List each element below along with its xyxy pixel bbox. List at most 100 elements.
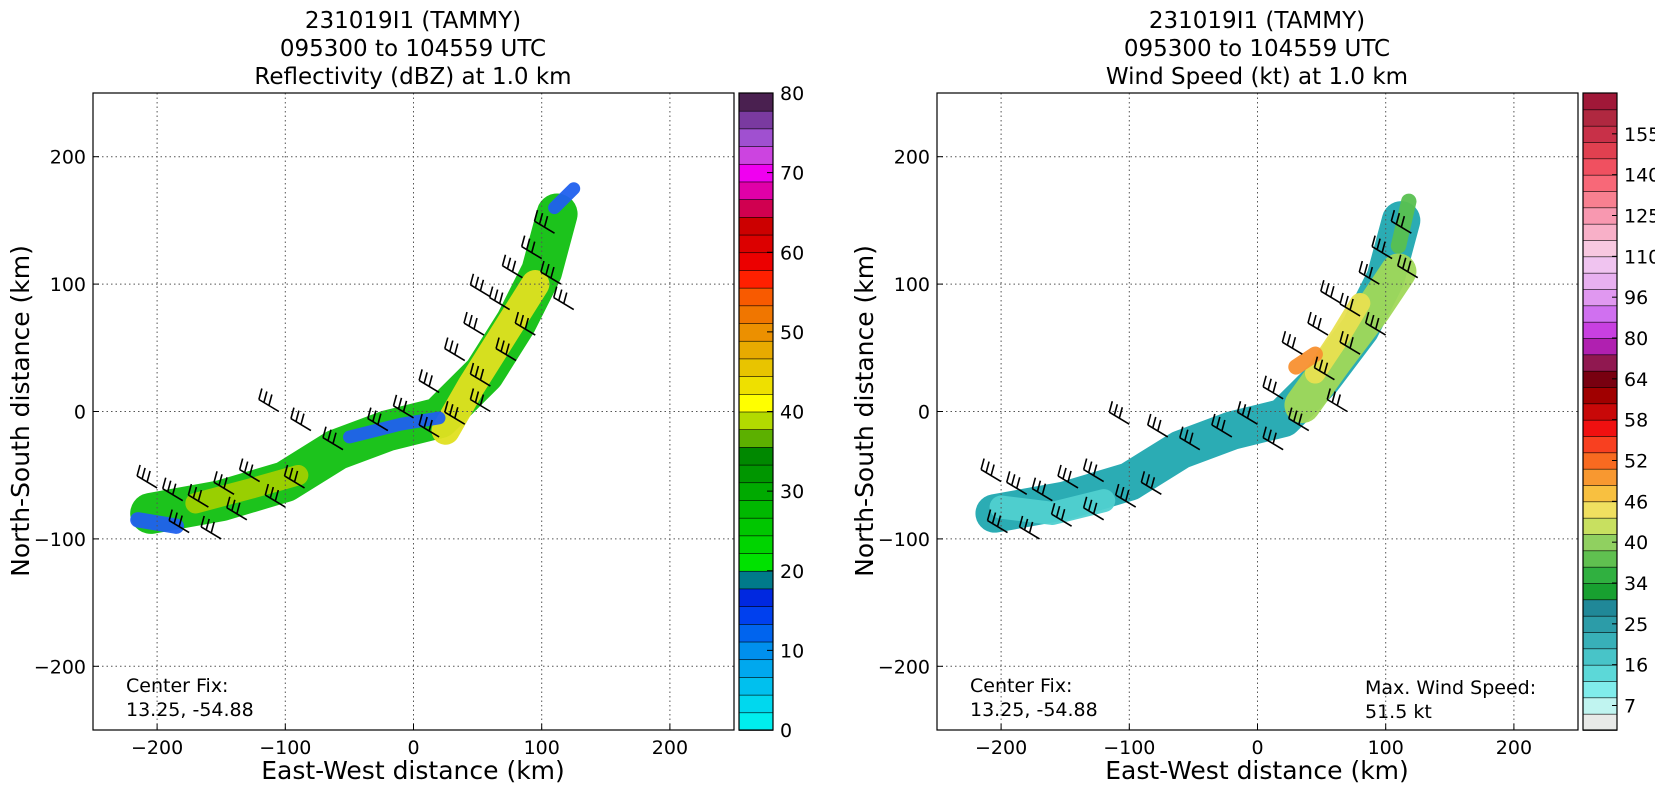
wind-barb	[168, 509, 190, 534]
panel1-title-line3: Reflectivity (dBZ) at 1.0 km	[254, 64, 571, 90]
colorbar-swatch	[1582, 109, 1618, 127]
wind-barb	[1236, 401, 1258, 425]
colorbar-swatch	[738, 216, 774, 236]
colorbar-swatch	[1582, 190, 1618, 209]
colorbar-swatch	[738, 358, 774, 377]
wind-barb	[1288, 407, 1310, 432]
colorbar-swatch	[1582, 615, 1618, 633]
wind-barb	[161, 477, 184, 502]
colorbar-swatch	[1582, 501, 1618, 519]
colorbar-tick-label: 70	[780, 163, 804, 185]
colorbar-tick-label: 155	[1624, 124, 1655, 146]
x-tick-label: −100	[259, 737, 311, 759]
colorbar-swatch	[738, 411, 774, 430]
wind-barb	[1179, 426, 1201, 451]
colorbar-swatch	[738, 552, 774, 572]
colorbar-swatch	[1582, 288, 1618, 307]
wind-barb	[488, 286, 511, 311]
colorbar-swatch	[1582, 272, 1618, 290]
colorbar-swatch	[1582, 207, 1618, 225]
colorbar-tick-label: 60	[780, 242, 804, 264]
colorbar-tick-label: 25	[1624, 614, 1648, 636]
colorbar-swatch	[1582, 419, 1618, 437]
colorbar-swatch	[1582, 403, 1618, 421]
colorbar-swatch	[738, 234, 774, 254]
colorbar-swatch	[1582, 158, 1618, 176]
wind-barb	[136, 464, 158, 489]
panel1-grid	[93, 93, 734, 730]
wind-barb	[1211, 413, 1233, 438]
wind-barb	[1082, 458, 1105, 483]
panel1-reflectivity-field	[130, 182, 581, 534]
colorbar-swatch	[738, 623, 774, 643]
field-region	[1304, 292, 1371, 384]
colorbar-swatch	[738, 517, 774, 537]
panel2-max-wind-label: Max. Wind Speed:	[1365, 677, 1536, 699]
field-region	[130, 512, 184, 534]
colorbar-tick-label: 10	[780, 640, 804, 662]
colorbar-tick-label: 40	[780, 402, 804, 424]
wind-barb	[213, 471, 235, 495]
x-tick-label: 0	[407, 737, 419, 759]
colorbar-swatch	[1582, 550, 1618, 568]
colorbar-swatch	[1582, 680, 1618, 699]
wind-barb	[1396, 254, 1419, 279]
colorbar-swatch	[738, 287, 774, 307]
field-region	[1390, 193, 1417, 254]
wind-barb	[540, 260, 562, 285]
panel2-y-axis: −200 −100 0 100 200	[878, 147, 943, 678]
colorbar-swatch	[738, 110, 774, 130]
colorbar-swatch	[738, 251, 774, 271]
colorbar-swatch	[1582, 599, 1618, 617]
panel1-wind-barbs	[136, 209, 575, 540]
wind-barb	[322, 426, 344, 451]
colorbar-frame	[1582, 92, 1618, 731]
x-tick-label: 0	[1251, 737, 1263, 759]
y-tick-label: 100	[50, 274, 86, 296]
panel2-wind-barbs	[980, 209, 1419, 540]
colorbar-swatch	[1582, 354, 1618, 372]
colorbar-tick-label: 96	[1624, 287, 1648, 309]
wind-barb	[418, 413, 440, 438]
wind-barb	[469, 388, 491, 413]
panel2-x-axis-label: East-West distance (km)	[1105, 756, 1409, 785]
colorbar-swatch	[738, 181, 774, 200]
wind-barb	[367, 407, 389, 432]
colorbar-swatch	[1582, 566, 1618, 584]
colorbar-swatch	[1582, 697, 1618, 715]
colorbar-swatch	[1582, 664, 1618, 682]
wind-barb	[533, 209, 555, 234]
colorbar-tick-label: 110	[1624, 246, 1655, 268]
colorbar-swatch	[738, 446, 774, 466]
y-tick-label: −100	[878, 529, 930, 551]
colorbar-swatch	[1582, 484, 1618, 503]
colorbar-swatch	[738, 658, 774, 678]
colorbar-tick-label: 20	[780, 561, 804, 583]
colorbar-swatch	[738, 92, 774, 112]
colorbar-swatch	[738, 428, 774, 448]
wind-barb	[1326, 388, 1348, 413]
colorbar-swatch	[738, 535, 774, 554]
colorbar-swatch	[1582, 582, 1618, 601]
colorbar-tick-label: 16	[1624, 655, 1648, 677]
colorbar-swatch	[1582, 174, 1618, 192]
wind-barb	[1313, 356, 1335, 381]
wind-barb	[1082, 496, 1105, 521]
colorbar-swatch	[738, 712, 774, 731]
colorbar-tick-label: 80	[1624, 328, 1648, 350]
colorbar-swatch	[1582, 370, 1618, 388]
panel2-wind-speed-field	[975, 193, 1421, 533]
colorbar-tick-label: 34	[1624, 573, 1648, 595]
x-tick-label: 100	[524, 737, 560, 759]
wind-barb	[469, 273, 491, 298]
panel1-colorbar-ticks: 0 10 20 30 40 50 60 70 80	[767, 83, 804, 742]
panel2-y-axis-label: North-South distance (km)	[850, 245, 879, 577]
x-tick-label: 200	[1496, 737, 1532, 759]
wind-barb	[444, 401, 466, 425]
y-tick-label: 0	[918, 402, 930, 424]
colorbar-tick-label: 52	[1624, 451, 1648, 473]
wind-barb	[1140, 471, 1162, 495]
field-region	[431, 270, 550, 445]
colorbar-swatch	[738, 375, 774, 395]
colorbar-swatch	[738, 145, 774, 165]
